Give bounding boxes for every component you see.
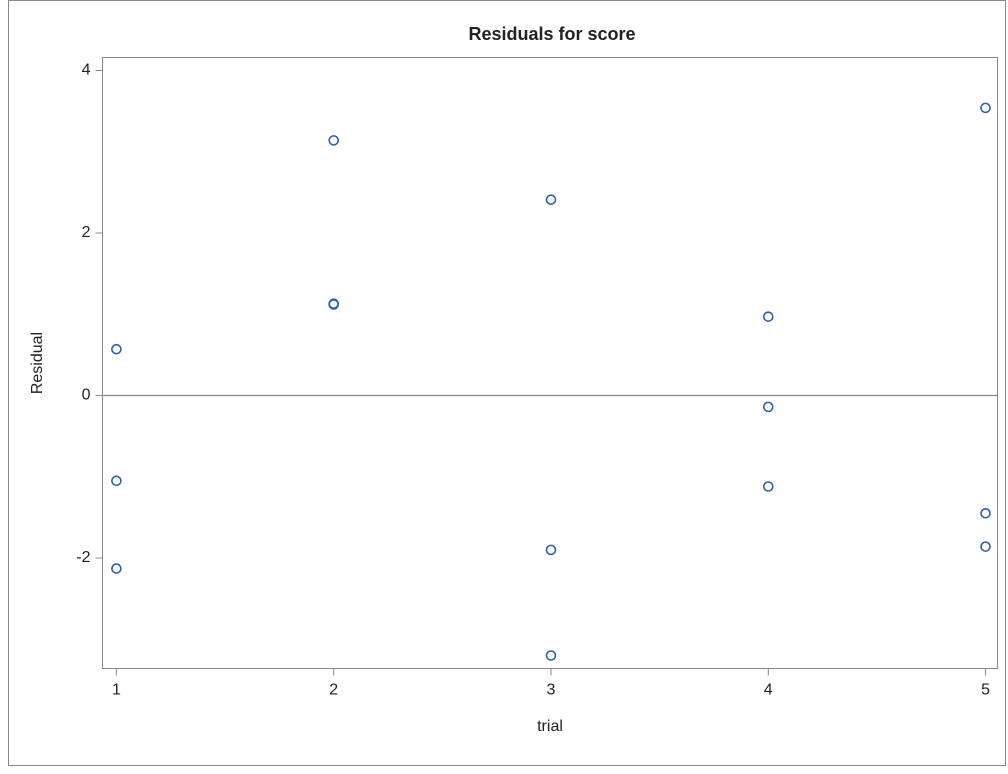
x-tick-label: 2 xyxy=(329,682,338,699)
y-tick-label: 4 xyxy=(82,62,91,79)
point xyxy=(545,544,557,556)
x-tick-label: 4 xyxy=(764,682,773,699)
x-axis-label: trial xyxy=(537,718,563,735)
y-tick-label: 2 xyxy=(82,224,91,241)
point xyxy=(328,135,339,146)
point xyxy=(111,563,122,574)
point xyxy=(762,481,774,492)
y-tick-label: -2 xyxy=(76,549,90,566)
x-tick-label: 1 xyxy=(112,682,121,699)
point xyxy=(980,541,991,552)
point xyxy=(762,401,774,413)
frame xyxy=(8,0,1006,766)
plot-area xyxy=(102,57,998,669)
y-tick-label: 0 xyxy=(82,387,91,404)
point xyxy=(980,102,991,114)
point xyxy=(980,508,991,519)
chart-title: Residuals for score xyxy=(468,24,635,44)
point xyxy=(111,343,122,355)
x-tick-label: 5 xyxy=(981,682,990,699)
point xyxy=(111,475,122,487)
point xyxy=(545,194,557,205)
point xyxy=(762,311,774,322)
point xyxy=(545,650,557,661)
x-tick-label: 3 xyxy=(547,682,556,699)
y-axis-label: Residual xyxy=(29,332,46,394)
point xyxy=(328,299,339,310)
